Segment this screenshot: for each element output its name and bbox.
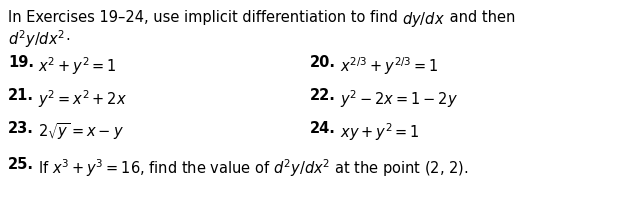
Text: In Exercises 19–24, use implicit differentiation to find: In Exercises 19–24, use implicit differe… (8, 10, 403, 25)
Text: $2\sqrt{y} = x - y$: $2\sqrt{y} = x - y$ (38, 121, 124, 142)
Text: $x^2 + y^2 = 1$: $x^2 + y^2 = 1$ (38, 55, 117, 77)
Text: 19.: 19. (8, 55, 34, 70)
Text: If $x^3 + y^3 = 16$, find the value of $d^2y/dx^2$ at the point (2, 2).: If $x^3 + y^3 = 16$, find the value of $… (38, 157, 468, 179)
Text: $y^2 - 2x = 1 - 2y$: $y^2 - 2x = 1 - 2y$ (340, 88, 458, 110)
Text: $y^2 = x^2 + 2x$: $y^2 = x^2 + 2x$ (38, 88, 127, 110)
Text: $dy/dx$: $dy/dx$ (403, 10, 445, 29)
Text: and then: and then (445, 10, 516, 25)
Text: .: . (65, 28, 70, 43)
Text: $d^2y/dx^2$: $d^2y/dx^2$ (8, 28, 65, 50)
Text: $x^{2/3} + y^{2/3} = 1$: $x^{2/3} + y^{2/3} = 1$ (340, 55, 439, 77)
Text: 23.: 23. (8, 121, 34, 136)
Text: $xy + y^2 = 1$: $xy + y^2 = 1$ (340, 121, 420, 143)
Text: 20.: 20. (310, 55, 336, 70)
Text: 24.: 24. (310, 121, 336, 136)
Text: 21.: 21. (8, 88, 34, 103)
Text: 25.: 25. (8, 157, 34, 172)
Text: 22.: 22. (310, 88, 336, 103)
